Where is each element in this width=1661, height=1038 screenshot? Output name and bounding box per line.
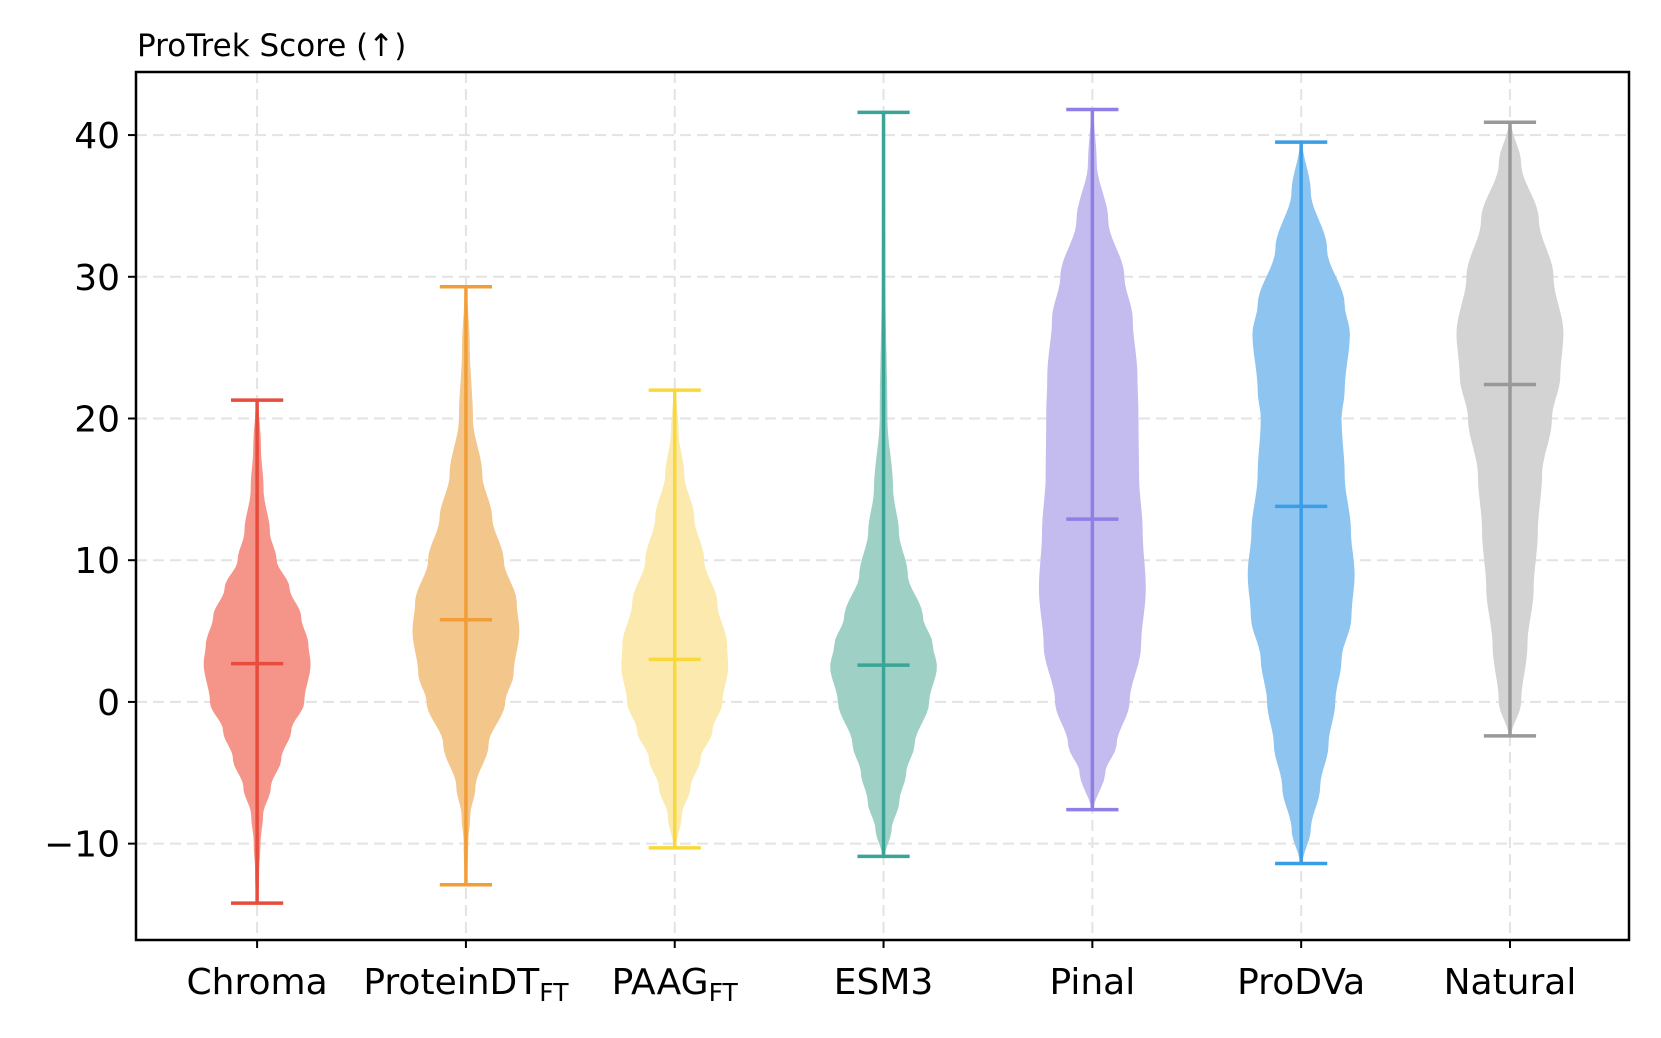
violin-prodva [1247, 140, 1355, 866]
x-tick-label: Chroma [187, 962, 328, 1003]
x-tick-label-main: ProDVa [1237, 962, 1365, 1003]
x-tick-label-main: PAAG [612, 962, 709, 1003]
chart-title: ProTrek Score (↑) [137, 28, 406, 64]
y-axis: −10 0 10 20 30 40 [44, 116, 136, 866]
y-tick-label: −10 [44, 825, 120, 866]
y-tick-label: 20 [74, 399, 120, 440]
x-tick-label-main: Natural [1444, 962, 1577, 1003]
x-axis: Chroma ProteinDTFT PAAGFT ESM3 Pinal ProDVa Na… [187, 940, 1577, 1007]
x-tick-label: ProteinDTFT [363, 962, 569, 1007]
y-tick-label: 30 [74, 258, 120, 299]
x-tick-label: ProDVa [1237, 962, 1365, 1003]
violin-paag-ft [621, 388, 729, 850]
x-tick-label-main: ProteinDT [363, 962, 540, 1003]
violin-proteindt-ft [412, 284, 520, 887]
y-tick-label: 10 [74, 541, 120, 582]
violin-esm3 [830, 110, 937, 859]
x-tick-label: PAAGFT [612, 962, 739, 1007]
y-tick-label: 0 [97, 683, 120, 724]
violin-chroma [203, 398, 311, 905]
x-tick-label-main: Chroma [187, 962, 328, 1003]
x-tick-label: Pinal [1049, 962, 1135, 1003]
violin-layer [203, 107, 1564, 905]
plot-frame [134, 70, 1631, 942]
x-tick-label: ESM3 [834, 962, 934, 1003]
x-tick-label-subscript: FT [709, 978, 739, 1007]
violin-natural [1456, 120, 1564, 738]
x-tick-label: Natural [1444, 962, 1577, 1003]
x-tick-label-main: ESM3 [834, 962, 934, 1003]
x-tick-label-main: Pinal [1049, 962, 1135, 1003]
x-tick-label-subscript: FT [539, 978, 569, 1007]
y-tick-label: 40 [74, 116, 120, 157]
violin-pinal [1038, 107, 1146, 812]
